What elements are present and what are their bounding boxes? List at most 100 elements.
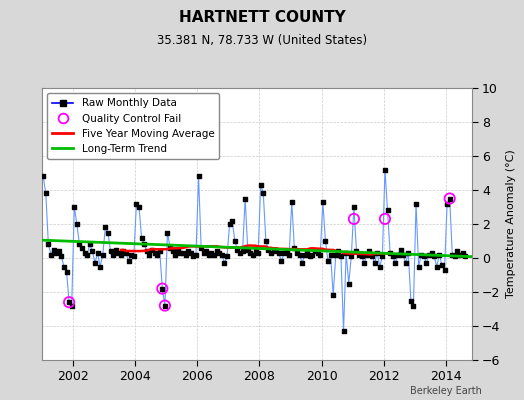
Point (228, 218, 236, 224)
Point (378, 253, 387, 260)
Point (332, 251, 340, 258)
Point (288, 199, 296, 205)
Point (298, 260, 307, 266)
Point (54, 248, 63, 254)
Point (293, 250, 301, 256)
Legend: Raw Monthly Data, Quality Control Fail, Five Year Moving Average, Long-Term Tren: Raw Monthly Data, Quality Control Fail, … (47, 93, 220, 159)
Point (453, 248, 462, 254)
Text: 35.381 N, 78.733 W (United States): 35.381 N, 78.733 W (United States) (157, 34, 367, 47)
Point (435, 251, 443, 258)
Point (233, 246, 242, 253)
Point (275, 250, 283, 256)
Point (106, 248, 115, 254)
Point (324, 258, 332, 265)
Point (448, 251, 456, 258)
Point (70, 204, 79, 210)
Point (44, 241, 52, 248)
Point (340, 328, 348, 334)
Point (300, 251, 309, 258)
Point (210, 251, 219, 258)
Point (386, 250, 395, 256)
Point (269, 248, 278, 254)
Point (78, 244, 86, 251)
Point (337, 253, 345, 260)
Point (117, 251, 125, 258)
Point (187, 250, 195, 256)
Point (381, 216, 389, 222)
Point (148, 246, 156, 253)
Point (417, 251, 425, 258)
Point (68, 302, 76, 309)
Point (161, 302, 169, 309)
Point (65, 299, 73, 306)
Point (329, 292, 337, 298)
Point (345, 280, 353, 287)
Point (445, 195, 454, 202)
Point (370, 260, 379, 266)
Point (213, 248, 221, 254)
Point (60, 263, 68, 270)
Point (158, 286, 167, 292)
Point (161, 302, 169, 309)
Point (85, 241, 94, 248)
Point (171, 251, 179, 258)
Point (391, 260, 399, 266)
Point (334, 248, 343, 254)
Point (156, 248, 164, 254)
Point (420, 253, 428, 260)
Point (347, 253, 355, 260)
Point (62, 268, 71, 275)
Point (65, 299, 73, 306)
Point (244, 246, 252, 253)
Point (241, 195, 249, 202)
Point (350, 216, 358, 222)
Point (342, 250, 351, 256)
Point (285, 251, 293, 258)
Point (264, 246, 272, 253)
Point (461, 253, 470, 260)
Point (282, 248, 291, 254)
Point (373, 250, 381, 256)
Y-axis label: Temperature Anomaly (°C): Temperature Anomaly (°C) (506, 150, 516, 298)
Text: Berkeley Earth: Berkeley Earth (410, 386, 482, 396)
Point (194, 173, 203, 180)
Point (319, 199, 327, 205)
Point (192, 251, 200, 258)
Point (145, 251, 154, 258)
Point (158, 286, 167, 292)
Text: HARTNETT COUNTY: HARTNETT COUNTY (179, 10, 345, 25)
Point (83, 251, 91, 258)
Point (399, 251, 407, 258)
Point (197, 244, 205, 251)
Point (290, 244, 299, 251)
Point (96, 263, 104, 270)
Point (184, 248, 192, 254)
Point (104, 229, 112, 236)
Point (407, 297, 415, 304)
Point (326, 251, 335, 258)
Point (313, 250, 322, 256)
Point (173, 246, 182, 253)
Point (163, 229, 172, 236)
Point (252, 246, 260, 253)
Point (119, 248, 128, 254)
Point (355, 251, 363, 258)
Point (114, 250, 123, 256)
Point (150, 250, 159, 256)
Point (440, 267, 449, 273)
Point (238, 248, 247, 254)
Point (249, 251, 257, 258)
Point (401, 260, 410, 266)
Point (166, 244, 174, 251)
Point (47, 251, 55, 258)
Point (129, 253, 138, 260)
Point (384, 207, 392, 214)
Point (132, 200, 140, 207)
Point (259, 190, 267, 197)
Point (125, 258, 133, 265)
Point (39, 173, 47, 180)
Point (91, 260, 99, 266)
Point (135, 204, 143, 210)
Point (308, 251, 316, 258)
Point (445, 195, 454, 202)
